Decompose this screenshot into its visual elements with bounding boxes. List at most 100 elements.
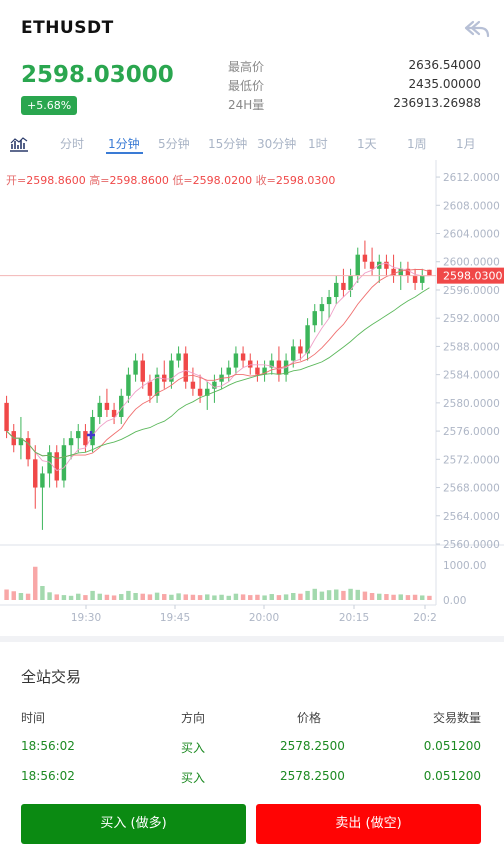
col-header-amount: 交易数量: [432, 711, 481, 725]
last-price: 2598.03000: [21, 62, 174, 88]
volume-bar: [348, 588, 353, 600]
symbol-title: ETHUSDT: [21, 18, 114, 38]
candle-body: [319, 304, 325, 312]
trade-direction: 买入: [181, 741, 206, 755]
y-tick-label: 2588.0000: [443, 341, 500, 353]
volume-bar: [68, 595, 74, 600]
candle-body: [97, 402, 102, 417]
tab-1min[interactable]: 1分钟: [108, 137, 140, 151]
candle-body: [190, 381, 196, 389]
x-tick-label: 19:45: [160, 612, 190, 624]
volume-bar: [205, 594, 210, 600]
candle-body: [269, 360, 274, 368]
volume-bar: [176, 593, 181, 600]
volume-bar: [405, 595, 411, 600]
candle-body: [362, 254, 368, 262]
ma5-line: [6, 262, 430, 472]
close-label: 收=: [255, 174, 276, 187]
trade-price: 2578.2500: [280, 739, 345, 753]
tab-1day[interactable]: 1天: [357, 137, 377, 151]
tab-1month[interactable]: 1月: [456, 137, 476, 151]
volume-bar: [4, 589, 9, 600]
candle-body: [427, 269, 432, 276]
y-tick-label: 2568.0000: [443, 483, 500, 495]
trade-time: 18:56:02: [21, 739, 75, 753]
volume-bar: [420, 595, 425, 600]
candle-body: [126, 374, 131, 396]
volume-bar: [25, 593, 31, 600]
candle-body: [240, 353, 246, 361]
volume-bar: [162, 594, 167, 600]
candle-body: [334, 282, 339, 298]
volume-bar: [111, 595, 117, 600]
volume-bar: [283, 594, 289, 600]
low-label: 低=: [172, 174, 193, 187]
volume-bar: [147, 594, 153, 600]
candle-body: [226, 367, 231, 375]
volume-bar: [240, 594, 246, 600]
volume-bar: [219, 594, 224, 600]
volume-tick-label: 0.00: [443, 595, 466, 607]
volume-bar: [169, 594, 174, 600]
stat-label: 24H量: [228, 98, 265, 112]
volume-bar: [183, 594, 188, 600]
high-value: 2598.8600: [109, 174, 169, 187]
ma20-line: [6, 287, 430, 459]
kline-settings-icon[interactable]: [9, 136, 29, 152]
volume-bar: [255, 594, 260, 600]
volume-bar: [269, 594, 274, 600]
section-divider: [0, 636, 504, 642]
volume-bar: [119, 594, 124, 600]
volume-bar: [97, 593, 102, 600]
back-icon[interactable]: [464, 20, 490, 38]
candle-body: [391, 268, 396, 276]
ohlc-readout: 开=2598.8600 高=2598.8600 低=2598.0200 收=25…: [6, 172, 335, 188]
low-value: 2598.0200: [192, 174, 253, 187]
stat-row-volume: 24H量 236913.26988: [228, 96, 481, 115]
y-tick-label: 2584.0000: [443, 370, 500, 382]
y-tick-label: 2596.0000: [443, 285, 500, 297]
stat-row-low: 最低价 2435.00000: [228, 77, 481, 96]
y-tick-label: 2604.0000: [443, 229, 500, 241]
y-tick-label: 2576.0000: [443, 426, 500, 438]
y-tick-label: 2560.0000: [443, 539, 500, 551]
volume-bar: [262, 595, 267, 600]
col-header-price: 价格: [297, 711, 322, 725]
volume-bar: [291, 593, 296, 600]
tab-timeshare[interactable]: 分时: [60, 137, 85, 151]
volume-bar: [362, 591, 368, 600]
candle-body: [369, 261, 375, 269]
volume-bar: [412, 594, 418, 600]
candle-body: [119, 395, 124, 417]
x-tick-label: 20:2: [413, 612, 437, 624]
volume-bar: [334, 589, 339, 600]
high-label: 高=: [89, 174, 110, 187]
tab-1hour[interactable]: 1时: [308, 137, 328, 151]
volume-tick-label: 1000.00: [443, 560, 486, 572]
candle-body: [384, 261, 389, 269]
candle-body: [312, 311, 317, 326]
sell-short-button[interactable]: 卖出 (做空): [256, 804, 481, 844]
candle-body: [398, 268, 403, 276]
tab-1week[interactable]: 1周: [407, 137, 427, 151]
trade-amount: 0.051200: [423, 769, 481, 783]
candle-body: [298, 346, 303, 354]
volume-bar: [18, 593, 24, 600]
tab-30min[interactable]: 30分钟: [257, 137, 297, 151]
tab-5min[interactable]: 5分钟: [158, 137, 190, 151]
kline-chart[interactable]: 2612.0000 2608.0000 2604.0000 2600.0000 2596…: [0, 160, 504, 635]
open-value: 2598.8600: [26, 174, 86, 187]
volume-bar: [83, 595, 88, 600]
volume-bar: [40, 586, 45, 600]
y-tick-label: 2592.0000: [443, 313, 500, 325]
buy-long-button[interactable]: 买入 (做多): [21, 804, 246, 844]
tab-15min[interactable]: 15分钟: [208, 137, 248, 151]
volume-bar: [140, 593, 145, 600]
candle-body: [83, 431, 88, 446]
x-tick-label: 20:15: [339, 612, 369, 624]
kline-chart-svg[interactable]: 2612.0000 2608.0000 2604.0000 2600.0000 2596…: [0, 160, 504, 635]
stat-value: 2636.54000: [408, 58, 481, 72]
col-header-direction: 方向: [181, 711, 206, 725]
candle-body: [33, 459, 38, 488]
volume-bar: [212, 595, 217, 600]
